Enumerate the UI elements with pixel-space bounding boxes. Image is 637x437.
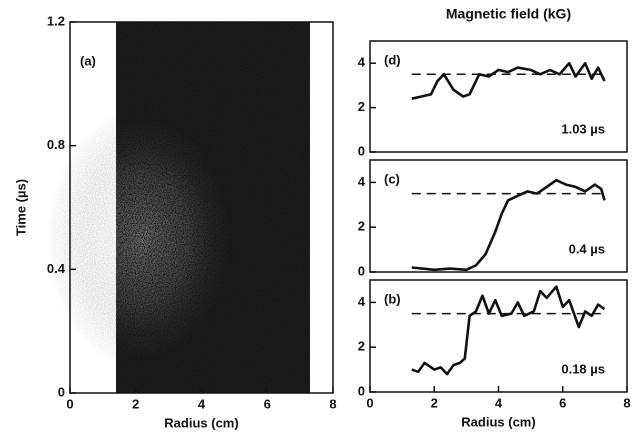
y-tick-label: 1.2 <box>47 13 65 28</box>
time-annotation: 0.4 µs <box>569 241 605 256</box>
y-tick-label: 4 <box>358 294 366 309</box>
field-line <box>411 178 606 272</box>
x-axis-label: Radius (cm) <box>461 414 535 429</box>
y-axis-label: Time (µs) <box>13 179 28 236</box>
y-tick-label: 4 <box>358 55 366 70</box>
y-tick-label: 2 <box>358 219 365 234</box>
field-line <box>411 61 606 100</box>
y-tick-label: 2 <box>358 99 365 114</box>
y-tick-label: 0 <box>358 383 365 398</box>
panel-label: (c) <box>384 171 400 186</box>
panel-label: (b) <box>384 291 401 306</box>
x-tick-label: 8 <box>623 395 630 410</box>
x-tick-label: 6 <box>559 395 566 410</box>
x-tick-label: 6 <box>264 396 271 411</box>
y-tick-label: 2 <box>358 339 365 354</box>
x-tick-label: 4 <box>495 395 503 410</box>
panel-label: (d) <box>384 52 401 67</box>
time-annotation: 1.03 µs <box>561 121 605 136</box>
field-line <box>411 285 606 376</box>
x-tick-label: 2 <box>132 396 139 411</box>
plot-frame <box>369 159 628 273</box>
x-axis-label: Radius (cm) <box>164 415 238 430</box>
speckle <box>116 22 310 393</box>
y-tick-label: 0.4 <box>47 261 66 276</box>
panel-label: (a) <box>80 53 96 68</box>
chart-title: Magnetic field (kG) <box>446 6 571 22</box>
y-tick-label: 0 <box>58 384 65 399</box>
plot-frame <box>369 40 628 153</box>
time-annotation: 0.18 µs <box>561 361 605 376</box>
y-tick-label: 0 <box>358 263 365 278</box>
y-tick-label: 0.8 <box>47 137 65 152</box>
y-tick-label: 4 <box>358 174 366 189</box>
x-tick-label: 4 <box>198 396 206 411</box>
x-tick-label: 0 <box>66 396 73 411</box>
x-tick-label: 0 <box>366 395 373 410</box>
y-tick-label: 0 <box>358 143 365 158</box>
x-tick-label: 2 <box>431 395 438 410</box>
x-tick-label: 8 <box>329 396 336 411</box>
